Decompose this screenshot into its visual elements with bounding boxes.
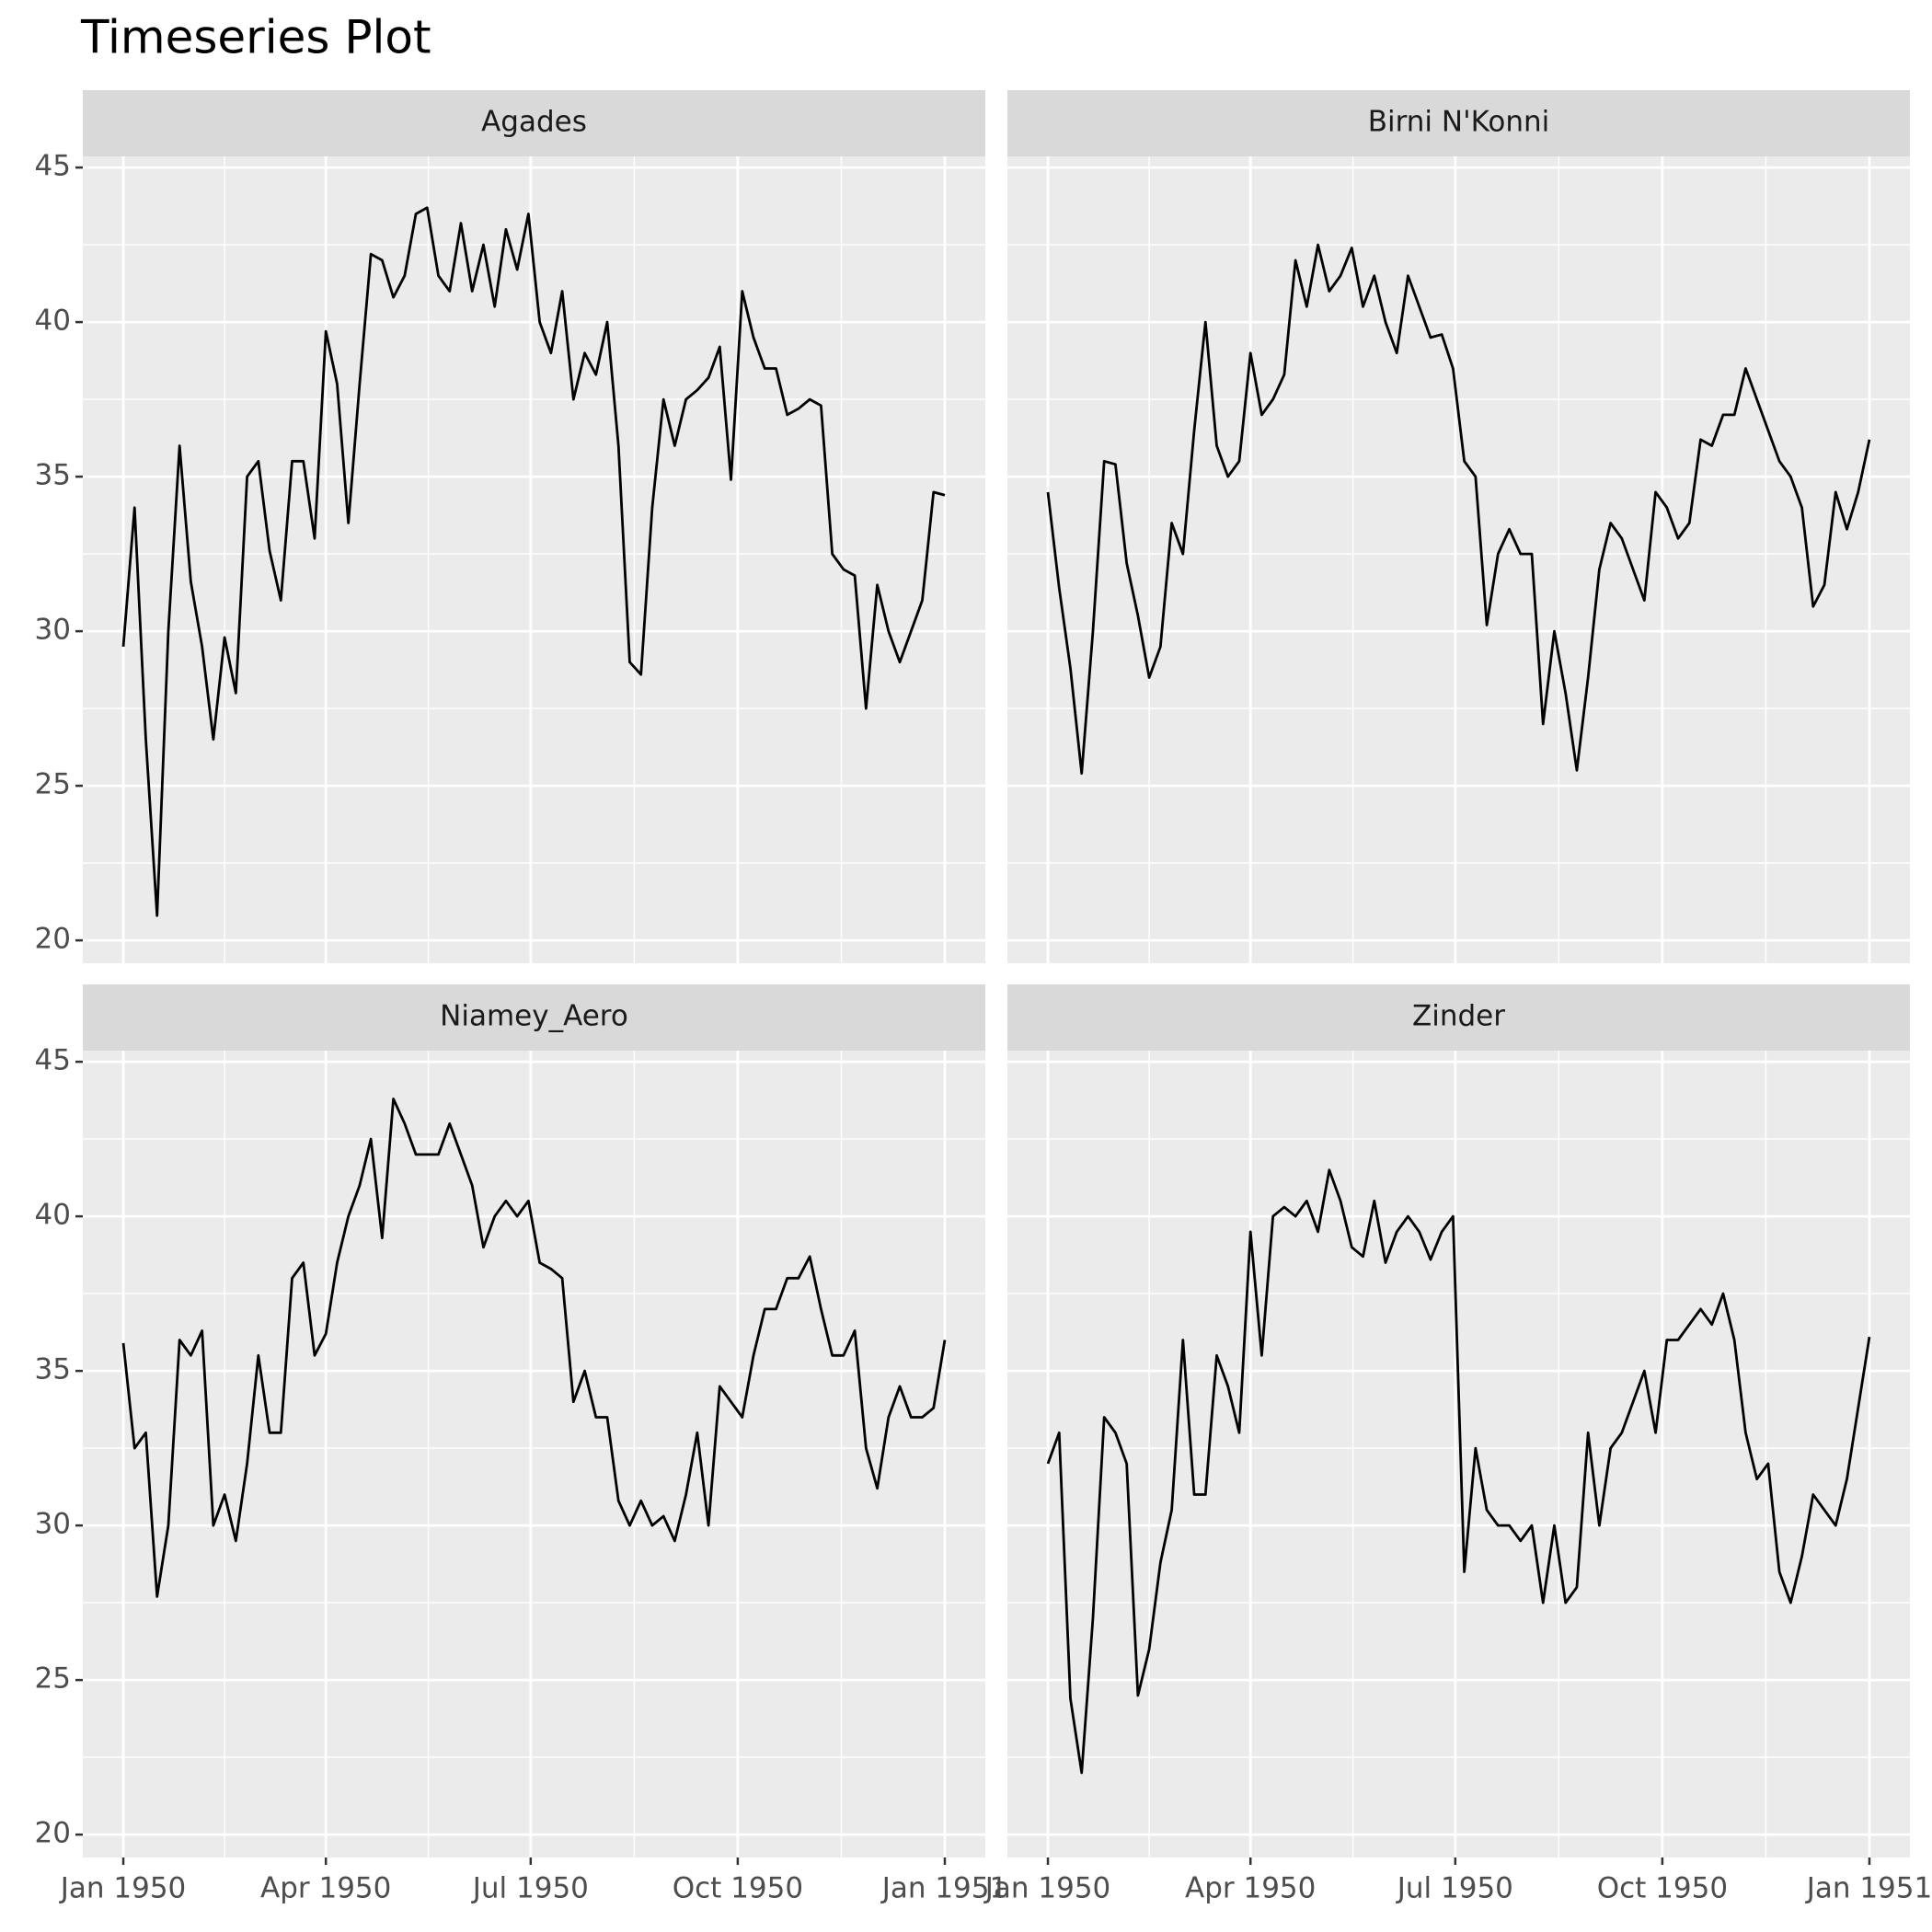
x-tick-label: Apr 1950 xyxy=(1185,1872,1316,1905)
strip-label: Birni N'Konni xyxy=(1368,106,1550,139)
strip xyxy=(1007,90,1910,156)
y-tick-label: 30 xyxy=(35,1508,71,1541)
y-tick-label: 40 xyxy=(35,305,71,338)
x-tick-label: Oct 1950 xyxy=(673,1872,803,1905)
x-tick-label: Apr 1950 xyxy=(260,1872,391,1905)
y-tick-label: 25 xyxy=(35,768,71,801)
y-tick-label: 35 xyxy=(35,459,71,492)
panel xyxy=(1007,156,1910,963)
y-tick-label: 45 xyxy=(35,1044,71,1077)
series-line xyxy=(121,1098,947,1598)
strip xyxy=(83,90,985,156)
strip xyxy=(1007,984,1910,1051)
x-tick-label: Jan 1950 xyxy=(59,1872,187,1905)
panel xyxy=(83,156,985,963)
strip-label: Agades xyxy=(481,106,587,139)
x-tick-label: Jul 1950 xyxy=(1396,1872,1513,1905)
series-line xyxy=(121,206,946,917)
x-tick-label: Jul 1950 xyxy=(471,1872,589,1905)
chart-title: Timeseries Plot xyxy=(80,11,431,64)
y-tick-label: 20 xyxy=(35,1817,71,1850)
x-tick-label: Jan 1951 xyxy=(880,1872,1008,1905)
strip-label: Zinder xyxy=(1412,1000,1505,1033)
strip xyxy=(83,984,985,1051)
panel xyxy=(1007,1051,1910,1857)
y-tick-label: 25 xyxy=(35,1662,71,1696)
series-line xyxy=(1046,1168,1871,1775)
panel xyxy=(83,1051,985,1857)
x-tick-label: Jan 1950 xyxy=(983,1872,1111,1905)
y-tick-label: 20 xyxy=(35,923,71,956)
x-tick-label: Jan 1951 xyxy=(1805,1872,1932,1905)
y-tick-label: 45 xyxy=(35,150,71,183)
y-tick-label: 30 xyxy=(35,614,71,647)
strip-label: Niamey_Aero xyxy=(440,1000,628,1033)
y-tick-label: 40 xyxy=(35,1199,71,1232)
x-tick-label: Oct 1950 xyxy=(1597,1872,1728,1905)
series-line xyxy=(1046,243,1871,776)
y-tick-label: 35 xyxy=(35,1353,71,1386)
